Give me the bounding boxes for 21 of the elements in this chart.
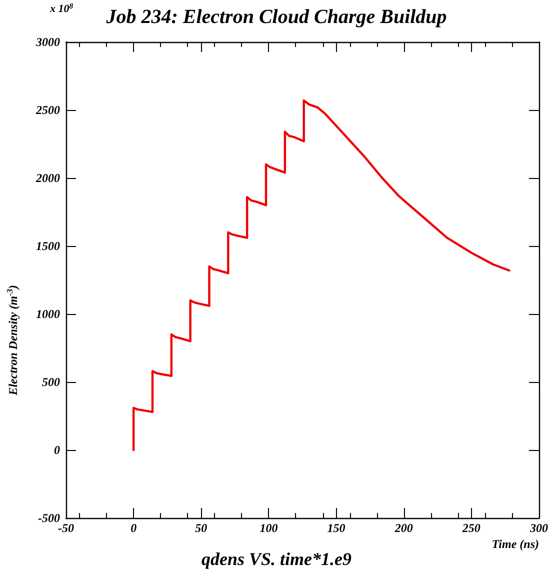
y-tick-label: 2500 [35,103,60,117]
y-tick-label: 0 [54,443,60,457]
x-tick-label: -50 [58,521,74,535]
x-tick-label: 50 [195,521,208,535]
y-tick-label: 1000 [36,307,60,321]
y-tick-label: 500 [42,375,60,389]
y-tick-label: -500 [38,511,60,525]
x-axis-title: Time (ns) [492,537,540,551]
x-tick-label: 200 [394,521,413,535]
y-tick-label: 2000 [35,171,60,185]
chart-title: Job 234: Electron Cloud Charge Buildup [105,6,447,28]
y-tick-label: 1500 [36,239,60,253]
line-series [132,99,510,452]
x-tick-label: 250 [461,521,480,535]
y-axis-title: Electron Density (m-3) [6,284,20,396]
x-tick-label: 100 [260,521,278,535]
x-tick-label: 0 [130,521,137,535]
x-tick-label: 300 [529,521,548,535]
y-tick-label: 3000 [35,35,60,49]
text: qdens VS. time*1.e9 [202,549,352,569]
x-tick-label: 150 [327,521,346,535]
